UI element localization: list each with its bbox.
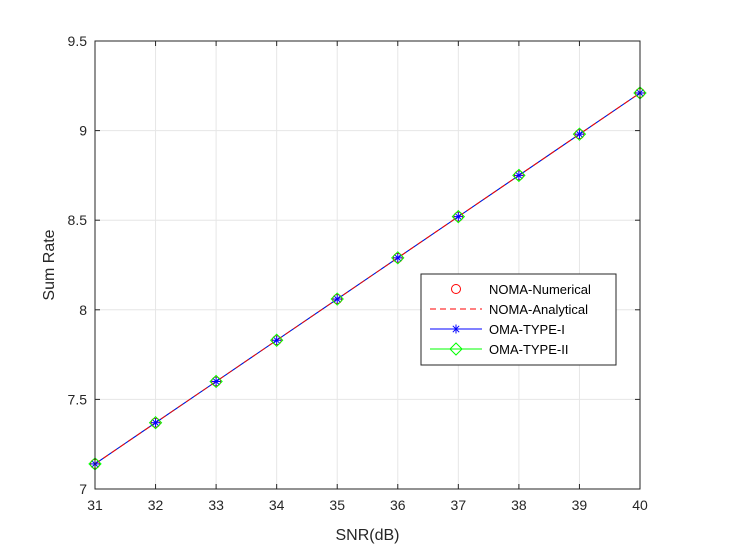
x-tick-label: 32 <box>148 497 164 513</box>
data-point-oma-type-ii <box>330 292 344 306</box>
data-point-oma-type-i <box>211 376 221 386</box>
data-point-oma-type-ii <box>391 251 405 265</box>
plot-data <box>88 86 647 471</box>
x-tick-label: 39 <box>572 497 588 513</box>
legend: NOMA-Numerical NOMA-Analytical OMA-TYPE-I O… <box>420 273 617 366</box>
y-tick-label: 9.5 <box>68 33 88 49</box>
grid <box>94 40 641 490</box>
y-tick-label: 7 <box>79 481 87 497</box>
data-point-oma-type-i <box>272 335 282 345</box>
data-point-oma-type-ii <box>572 127 587 141</box>
x-tick-label: 31 <box>87 497 103 513</box>
y-axis-label: Sum Rate <box>41 229 58 300</box>
legend-label: OMA-TYPE-I <box>489 322 565 337</box>
x-tick-label: 35 <box>329 497 345 513</box>
legend-box <box>420 273 617 366</box>
data-point-oma-type-ii <box>269 333 284 347</box>
data-point-oma-type-ii <box>209 374 223 389</box>
x-tick-label: 33 <box>208 497 224 513</box>
y-tick-label: 9 <box>79 123 87 139</box>
x-axis-label: SNR(dB) <box>335 527 399 544</box>
data-point-oma-type-ii <box>148 415 163 430</box>
legend-marker <box>449 342 463 356</box>
legend-entry: NOMA-Numerical <box>451 282 591 297</box>
legend-marker <box>451 284 461 294</box>
data-point-oma-type-i <box>332 294 342 304</box>
legend-entry: OMA-TYPE-II <box>430 342 568 357</box>
x-tick-label: 38 <box>511 497 527 513</box>
ticks: 31 32 33 34 35 36 37 38 39 40 7 7.5 8 8.5 9 9.5 <box>68 33 648 513</box>
legend-label: OMA-TYPE-II <box>489 342 568 357</box>
legend-entry: NOMA-Analytical <box>430 302 588 317</box>
data-point-oma-type-i <box>151 418 161 428</box>
data-point-oma-type-i <box>574 129 584 139</box>
data-point-oma-type-ii <box>451 209 466 224</box>
data-point-oma-type-i <box>453 212 463 222</box>
x-tick-label: 34 <box>269 497 285 513</box>
y-tick-label: 7.5 <box>68 391 88 407</box>
data-point-oma-type-i <box>514 170 524 180</box>
series-line-oma-type-i <box>94 92 641 465</box>
y-tick-label: 8.5 <box>68 212 88 228</box>
x-tick-label: 36 <box>390 497 406 513</box>
legend-entry: OMA-TYPE-I <box>430 322 565 337</box>
legend-marker <box>451 324 461 334</box>
legend-label: NOMA-Analytical <box>489 302 588 317</box>
legend-label: NOMA-Numerical <box>489 282 591 297</box>
plot-frame <box>94 40 641 490</box>
x-tick-label: 40 <box>632 497 648 513</box>
data-point-oma-type-i <box>393 253 403 263</box>
y-tick-label: 8 <box>79 302 87 318</box>
x-tick-label: 37 <box>451 497 467 513</box>
data-point-oma-type-ii <box>512 168 526 183</box>
